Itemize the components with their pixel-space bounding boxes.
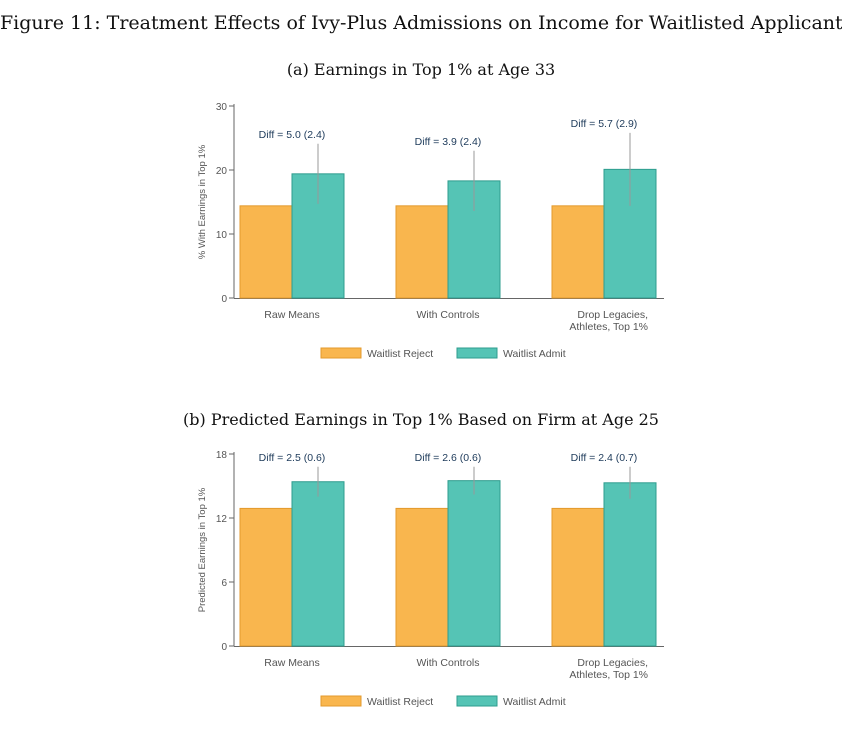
panel-b-y-tick-label: 6 — [221, 578, 227, 589]
panel-a-chart: 0 10 20 30 % With Earnings in Top 1% Diff = 5… — [197, 102, 664, 360]
panel-b-y-axis-label: Predicted Earnings in Top 1% — [197, 487, 208, 612]
panel-b-category-label: Drop Legacies, — [577, 657, 648, 669]
panel-a-bar-reject — [395, 205, 449, 299]
panel-a-title: (a) Earnings in Top 1% at Age 33 — [286, 60, 556, 79]
panel-b-category-label: Athletes, Top 1% — [569, 669, 648, 681]
panel-a-y-axis-label: % With Earnings in Top 1% — [197, 144, 208, 259]
panel-b-y-tick-label: 18 — [216, 450, 228, 461]
panel-b-title: (b) Predicted Earnings in Top 1% Based o… — [183, 410, 659, 429]
panel-a-diff-label: Diff = 3.9 (2.4) — [415, 136, 482, 148]
panel-a-category-label: Drop Legacies, — [577, 309, 648, 321]
panel-a-legend-swatch-reject — [320, 347, 362, 359]
figure-title: Figure 11: Treatment Effects of Ivy-Plus… — [0, 12, 842, 34]
panel-b-legend-label-reject: Waitlist Reject — [367, 696, 433, 708]
panel-b-bar-admit — [447, 480, 501, 647]
panel-b-diff-label: Diff = 2.6 (0.6) — [415, 452, 482, 464]
panel-a-y-tick-label: 30 — [216, 102, 228, 113]
panel-b-category-label: Raw Means — [264, 657, 319, 669]
panel-b-bar-reject — [239, 507, 293, 647]
panel-a-y-tick-label: 10 — [216, 230, 228, 241]
panel-a-category-label: Raw Means — [264, 309, 319, 321]
panel-b-category-label: With Controls — [416, 657, 479, 669]
panel-a-category-label: With Controls — [416, 309, 479, 321]
panel-a-category-label: Athletes, Top 1% — [569, 321, 648, 333]
panel-a-y-tick-label: 0 — [221, 294, 227, 305]
panel-a-legend-swatch-admit — [456, 347, 498, 359]
panel-a-diff-label: Diff = 5.7 (2.9) — [571, 118, 638, 130]
panel-a-legend-label-admit: Waitlist Admit — [503, 348, 566, 360]
panel-b-legend-label-admit: Waitlist Admit — [503, 696, 566, 708]
panel-a-bar-reject — [551, 205, 605, 299]
panel-b-diff-label: Diff = 2.5 (0.6) — [259, 452, 326, 464]
panel-b-legend-swatch-reject — [320, 695, 362, 707]
panel-b-bar-reject — [551, 507, 605, 647]
panel-b-bar-reject — [395, 507, 449, 647]
panel-b-bar-admit — [603, 482, 657, 647]
panel-b-y-tick-label: 0 — [221, 642, 227, 653]
panel-b-y-tick-label: 12 — [216, 514, 228, 525]
panel-b-legend-swatch-admit — [456, 695, 498, 707]
panel-b-bar-admit — [291, 481, 345, 647]
panel-a-legend-label-reject: Waitlist Reject — [367, 348, 433, 360]
panel-b-diff-label: Diff = 2.4 (0.7) — [571, 452, 638, 464]
panel-b-chart: 0 6 12 18 Predicted Earnings in Top 1% Diff =… — [197, 450, 664, 708]
panel-a-y-tick-label: 20 — [216, 166, 228, 177]
panel-a-bar-reject — [239, 205, 293, 299]
panel-a-diff-label: Diff = 5.0 (2.4) — [259, 129, 326, 141]
